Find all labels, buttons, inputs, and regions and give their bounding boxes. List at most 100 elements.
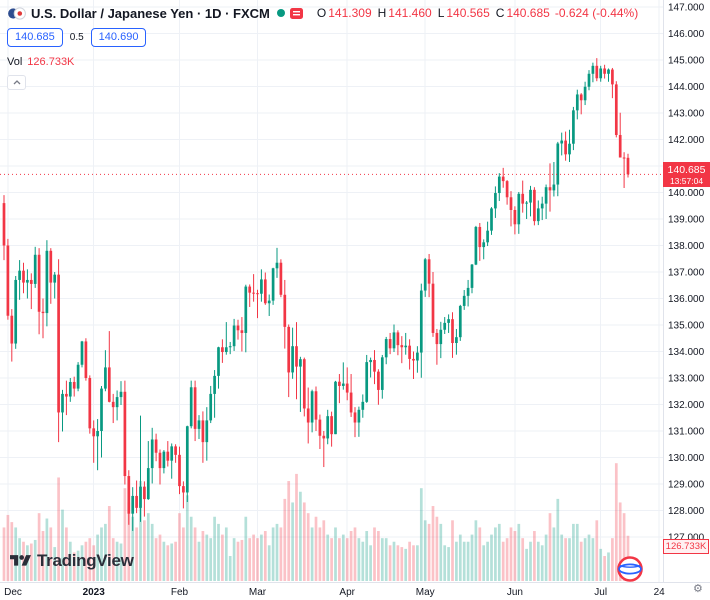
- collapse-button[interactable]: [7, 75, 26, 90]
- volume-bar: [603, 556, 606, 581]
- volume-bar: [552, 527, 556, 581]
- candle-body: [14, 279, 18, 344]
- close-value: 140.685: [506, 6, 550, 20]
- volume-bar: [583, 538, 587, 581]
- candle-body: [76, 364, 80, 389]
- volume-bar: [68, 541, 72, 581]
- symbol-row: U.S. Dollar / Japanese Yen · 1D · FXCM O…: [7, 5, 638, 21]
- candle-body: [427, 259, 431, 284]
- volume-bar: [470, 534, 474, 581]
- volume-bar: [380, 538, 384, 581]
- candle-body: [595, 65, 599, 79]
- volume-bar: [65, 527, 68, 581]
- bid-button[interactable]: 140.685: [7, 28, 63, 47]
- candle-body: [466, 287, 470, 296]
- symbol-title[interactable]: U.S. Dollar / Japanese Yen · 1D · FXCM: [31, 5, 270, 21]
- volume-bar: [41, 531, 45, 581]
- candle-body: [564, 140, 567, 155]
- volume-bar: [76, 550, 80, 581]
- price-tick-label: 147.000: [668, 3, 705, 14]
- candle-body: [248, 286, 252, 293]
- volume-bar: [334, 527, 337, 581]
- volume-bar: [29, 543, 33, 581]
- candle-body: [416, 352, 419, 361]
- candle-body: [131, 495, 135, 514]
- volume-bar: [283, 498, 287, 581]
- candle-body: [478, 226, 482, 248]
- candle-body: [18, 270, 21, 280]
- open-label: O: [316, 6, 327, 20]
- candle-body: [29, 279, 33, 284]
- volume-bar: [373, 527, 376, 581]
- ask-button[interactable]: 140.690: [90, 28, 147, 47]
- candle-body: [111, 401, 115, 408]
- candle-body: [326, 416, 330, 439]
- volume-bar: [263, 531, 267, 581]
- volume-bar: [564, 538, 567, 581]
- currency-pair-icon[interactable]: [7, 6, 26, 20]
- volume-bar: [622, 513, 626, 581]
- candle-body: [607, 69, 610, 74]
- candle-body: [146, 468, 150, 500]
- volume-bar: [240, 539, 244, 581]
- candle-body: [263, 279, 267, 304]
- volume-bar: [115, 541, 119, 581]
- candle-body: [482, 242, 486, 248]
- volume-bar: [49, 527, 53, 581]
- candle-body: [556, 143, 560, 185]
- volume-bar: [548, 513, 552, 581]
- candle-body: [509, 197, 513, 210]
- tradingview-logo[interactable]: TradingView: [10, 551, 134, 571]
- volume-label[interactable]: Vol: [7, 56, 23, 68]
- price-tick-label: 142.000: [668, 135, 705, 146]
- volume-bar: [431, 506, 435, 581]
- volume-bar: [439, 523, 443, 581]
- volume-bar: [217, 523, 220, 581]
- candle-body: [291, 346, 294, 373]
- volume-bar: [84, 541, 88, 581]
- candle-body: [45, 250, 49, 314]
- change-value: -0.624 (-0.44%): [554, 6, 639, 20]
- volume-bar: [146, 513, 150, 581]
- candle-body: [626, 157, 630, 175]
- price-tick-label: 129.000: [668, 480, 705, 491]
- candle-body: [271, 268, 275, 301]
- price-tick-label: 130.000: [668, 453, 705, 464]
- price-tick-label: 134.000: [668, 347, 705, 358]
- volume-bar: [529, 541, 532, 581]
- volume-bar: [92, 545, 96, 581]
- globe-icon[interactable]: [616, 555, 644, 583]
- list-icon[interactable]: [289, 7, 303, 19]
- candle-body: [221, 347, 224, 353]
- volume-bar: [341, 534, 345, 581]
- volume-bar: [131, 516, 135, 581]
- volume-bar: [119, 543, 123, 581]
- candle-body: [318, 419, 322, 436]
- volume-bar: [490, 534, 493, 581]
- volume-bar: [458, 534, 462, 581]
- price-tick-label: 144.000: [668, 82, 705, 93]
- volume-bar: [193, 527, 197, 581]
- volume-bar: [287, 481, 291, 581]
- candle-body: [244, 286, 248, 333]
- open-value: 141.309: [328, 6, 372, 20]
- candle-body: [22, 270, 25, 283]
- price-tick-label: 143.000: [668, 109, 705, 120]
- price-tick-label: 139.000: [668, 215, 705, 226]
- volume-bar: [412, 545, 415, 581]
- volume-bar: [521, 538, 525, 581]
- volume-bar: [178, 513, 181, 581]
- gear-icon[interactable]: ⚙: [693, 583, 703, 595]
- candle-body: [548, 187, 552, 191]
- volume-bar: [279, 527, 283, 581]
- volume-bar: [377, 531, 380, 581]
- volume-bar: [361, 541, 365, 581]
- high-label: H: [377, 6, 387, 20]
- candle-body: [568, 143, 571, 155]
- candle-body: [614, 84, 618, 135]
- volume-bar: [330, 538, 333, 581]
- volume-bar: [451, 520, 454, 581]
- candle-body: [170, 446, 174, 461]
- candle-body: [217, 347, 220, 376]
